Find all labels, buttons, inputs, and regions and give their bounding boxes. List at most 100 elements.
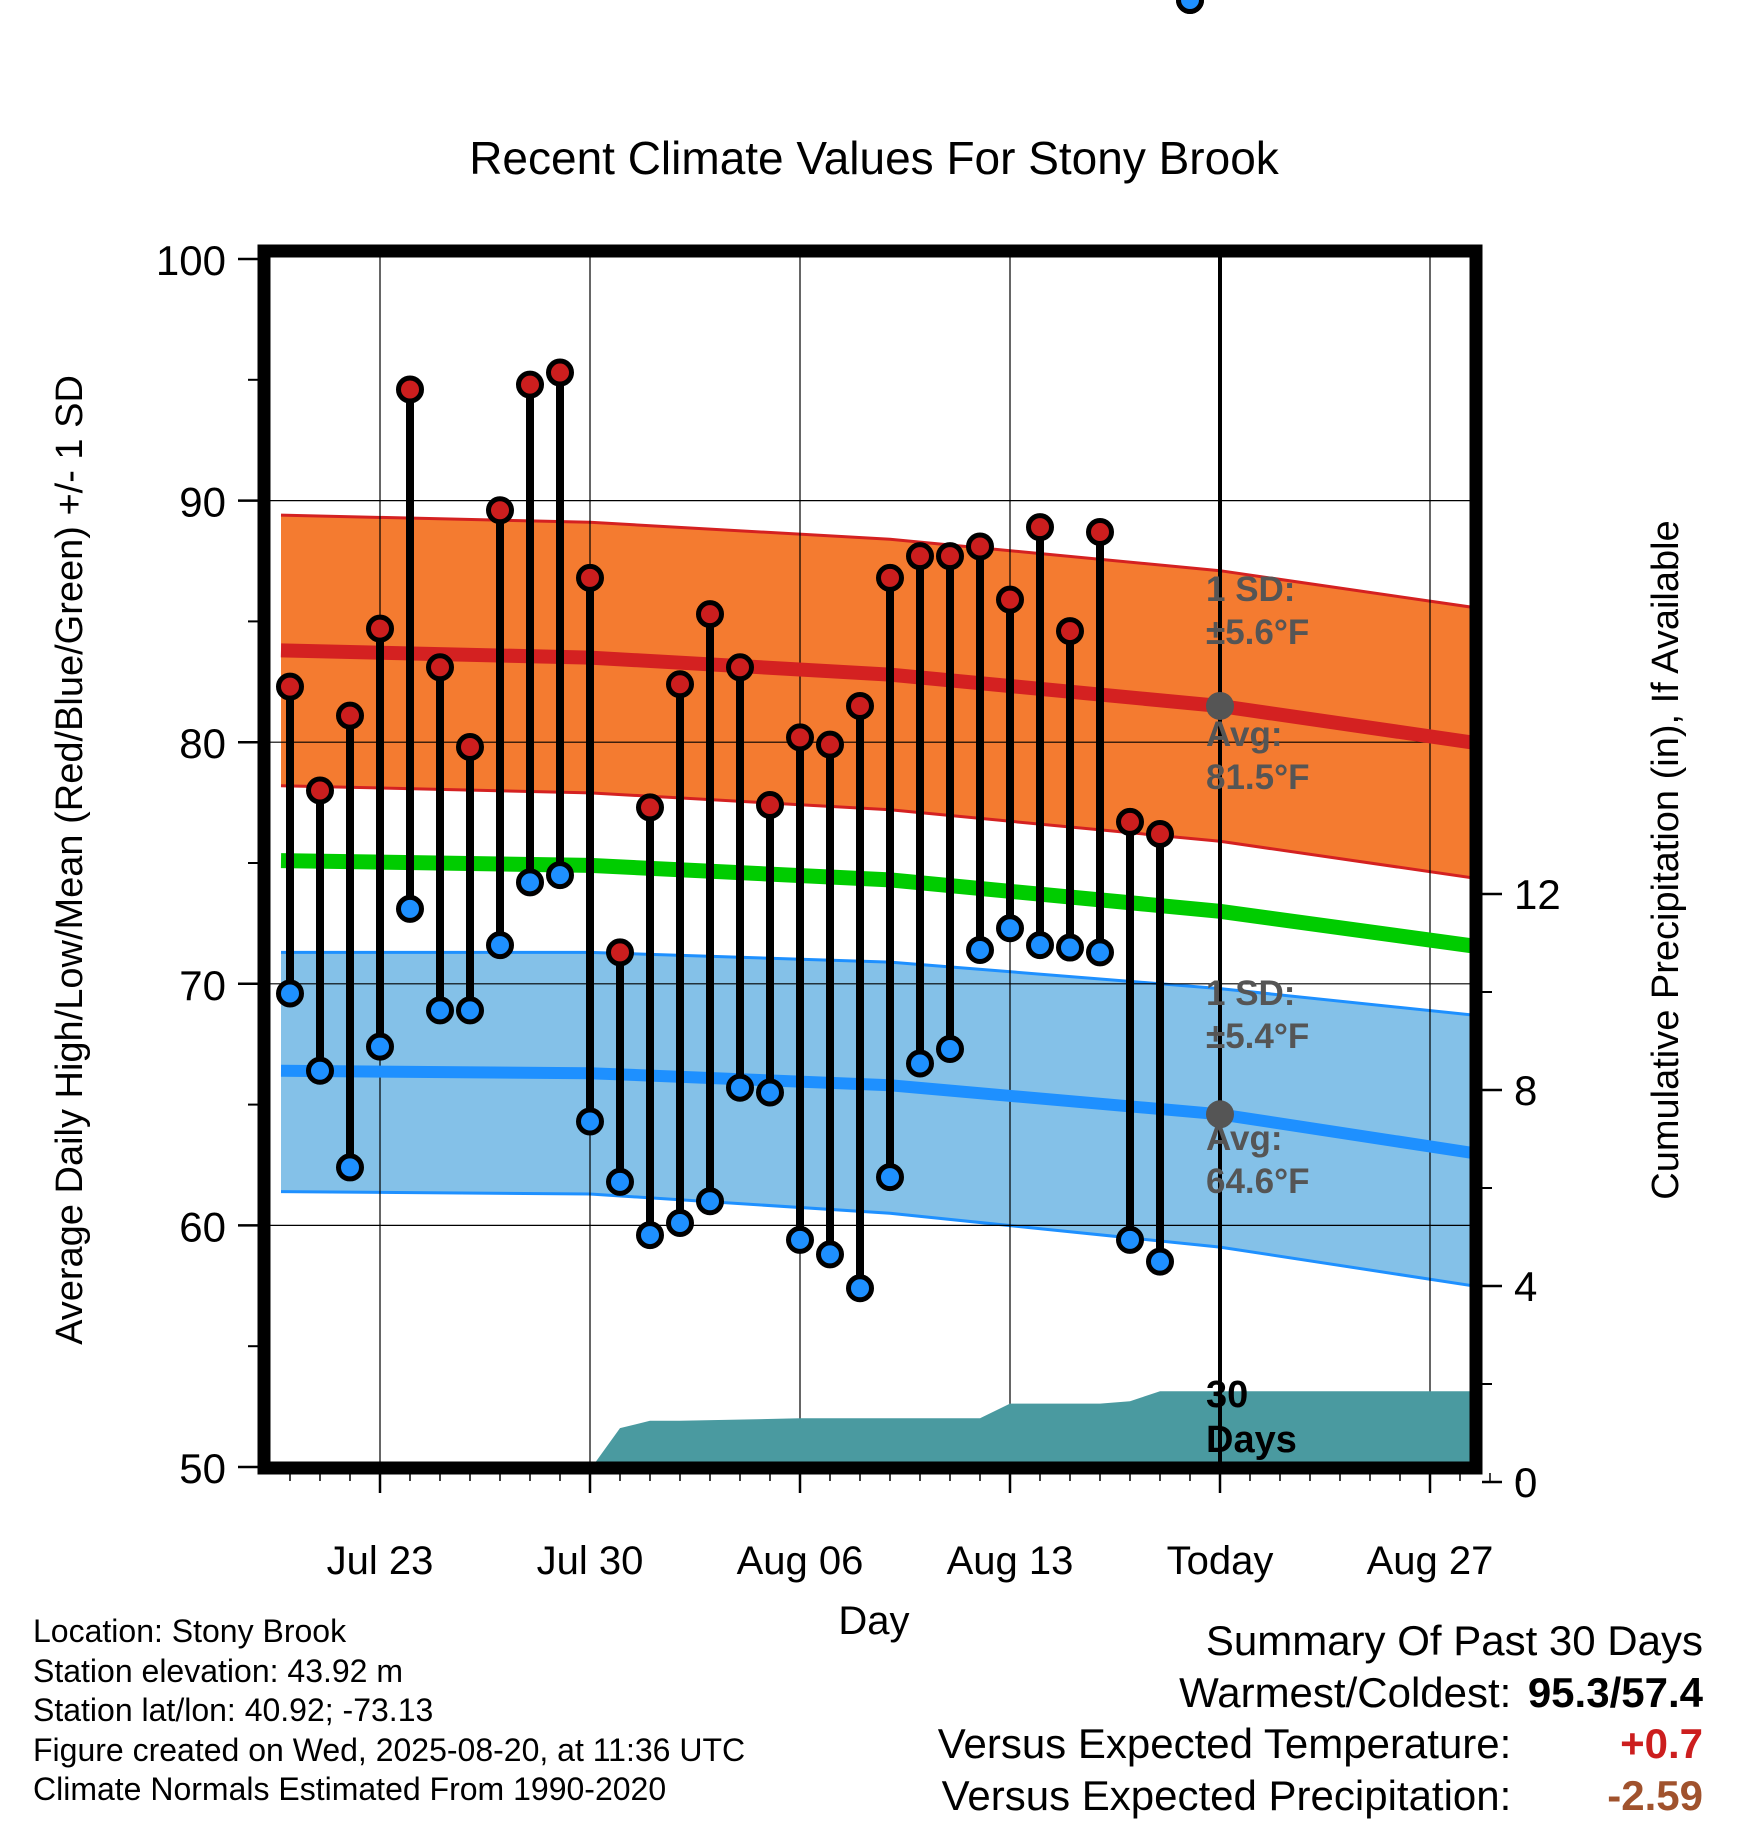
y-tick-label-70: 70 [179,962,226,1009]
summary-title: Summary Of Past 30 Days [1205,1617,1703,1664]
y-tick-label-90: 90 [179,479,226,526]
high-sd-label: 1 SD: [1206,570,1295,609]
high-point-day-46 [1056,617,1084,646]
y2-tick-label-0: 0 [1514,1459,1537,1506]
low-point-day-28 [516,868,544,897]
x-axis-label: Day [838,1599,909,1643]
plot-border [257,244,1483,1475]
precipitation-area [594,1391,1470,1463]
high-point-day-47 [1086,518,1114,547]
high-point-day-48 [1116,807,1144,836]
low-point-day-48 [1116,1225,1144,1254]
high-point-day-33 [666,670,694,699]
low-point-day-26 [456,996,484,1025]
low-point-day-25 [426,996,454,1025]
y-axis-label: Average Daily High/Low/Mean (Red/Blue/Gr… [49,375,91,1345]
y-tick-label-50: 50 [179,1445,226,1492]
precip-vs-expected-label: Versus Expected Precipitation: [941,1771,1512,1819]
y2-tick-label-4: 4 [1514,1263,1537,1310]
low-point-day-46 [1056,933,1084,962]
low-avg-value: 64.6°F [1206,1162,1310,1201]
high-point-day-23 [366,614,394,643]
annotations: 1 SD: ±5.6°F Avg: 81.5°F 1 SD: ±5.4°F Avg: 64.6… [1206,570,1310,1461]
warmest-value: 95.3/57.4 [1527,1668,1703,1716]
temp-vs-expected-label: Versus Expected Temperature: [937,1720,1512,1767]
low-point-day-29 [546,861,574,890]
low-point-day-36 [756,1078,784,1107]
temp-vs-expected-row: Versus Expected Temperature: +0.7 [938,1718,1703,1770]
station-info: Location: Stony Brook Station elevation:… [33,1612,745,1810]
low-point-day-20 [276,979,304,1008]
precip-period-line1: 30 [1206,1374,1248,1416]
high-point-day-31 [606,938,634,967]
high-point-day-43 [966,532,994,561]
today-low-avg-marker [1206,1100,1234,1129]
high-point-day-38 [816,730,844,759]
low-point-day-30 [576,1107,604,1136]
high-sd-value: ±5.6°F [1206,613,1309,652]
daily-range-stems [286,372,1164,1289]
high-point-day-30 [576,563,604,592]
cumulative-precipitation-area [594,1391,1470,1463]
high-point-day-26 [456,733,484,762]
plot-frame [257,244,1483,1475]
high-point-day-29 [546,358,574,387]
low-avg-label: Avg: [1206,1119,1282,1158]
location-text: Location: Stony Brook [33,1613,347,1649]
low-point-day-33 [666,1208,694,1237]
high-point-day-39 [846,691,874,720]
low-point-day-43 [966,935,994,964]
y-tick-label-100: 100 [156,237,226,284]
x-tick-label-37: Aug 06 [737,1539,864,1583]
x-tick-label-23: Jul 23 [327,1539,434,1583]
low-sd-value: ±5.4°F [1206,1017,1309,1056]
high-point-day-41 [906,542,934,571]
high-point-day-40 [876,563,904,592]
high-avg-label: Avg: [1206,715,1282,754]
y-tick-label-80: 80 [179,720,226,767]
low-point-day-35 [726,1073,754,1102]
high-point-day-37 [786,723,814,752]
high-sd-band [281,515,1470,878]
low-point-day-21 [306,1056,334,1085]
precip-period-line2: Days [1206,1419,1297,1461]
low-point-day-41 [906,1049,934,1078]
precip-vs-expected-row: Versus Expected Precipitation: -2.59 [938,1770,1703,1822]
high-point-day-49 [1146,820,1174,849]
created-text: Figure created on Wed, 2025-08-20, at 11… [33,1731,746,1768]
y2-axis-label: Cumulative Precipitation (in), If Availa… [1645,520,1687,1199]
elevation-text: Station elevation: 43.92 m [33,1652,404,1689]
warmest-coldest-row: Warmest/Coldest: 95.3/57.4 [938,1667,1703,1719]
low-point-day-27 [486,931,514,960]
summary-panel: Summary Of Past 30 Days Warmest/Coldest:… [938,1615,1703,1821]
high-point-day-36 [756,791,784,820]
low-point-day-39 [846,1274,874,1303]
low-point-day-40 [876,1163,904,1192]
x-tick-label-30: Jul 30 [537,1539,644,1583]
normal-bands [280,513,1470,1287]
high-point-day-34 [696,600,724,629]
low-sd-label: 1 SD: [1206,974,1295,1013]
normals-text: Climate Normals Estimated From 1990-2020 [33,1771,667,1807]
y2-tick-label-8: 8 [1514,1067,1537,1114]
high-point-day-21 [306,776,334,805]
y2-tick-label-12: 12 [1514,871,1561,918]
high-point-day-45 [1026,513,1054,542]
low-point-day-45 [1026,931,1054,960]
low-point-day-22 [336,1153,364,1182]
low-sd-lower-line [280,1190,1470,1287]
low-point-day-47 [1086,938,1114,967]
low-point-day-23 [366,1032,394,1061]
low-point-day-44 [996,914,1024,943]
low-point-day-34 [696,1187,724,1216]
low-point-day-24 [396,894,424,923]
low-point-day-31 [606,1167,634,1196]
precip-vs-expected-value: -2.59 [1607,1771,1703,1819]
high-point-day-35 [726,653,754,682]
daily-dots [276,0,1204,1303]
today-high-avg-marker [1206,691,1234,720]
low-point-day-32 [636,1221,664,1250]
low-point-day-38 [816,1240,844,1269]
high-point-day-27 [486,496,514,525]
